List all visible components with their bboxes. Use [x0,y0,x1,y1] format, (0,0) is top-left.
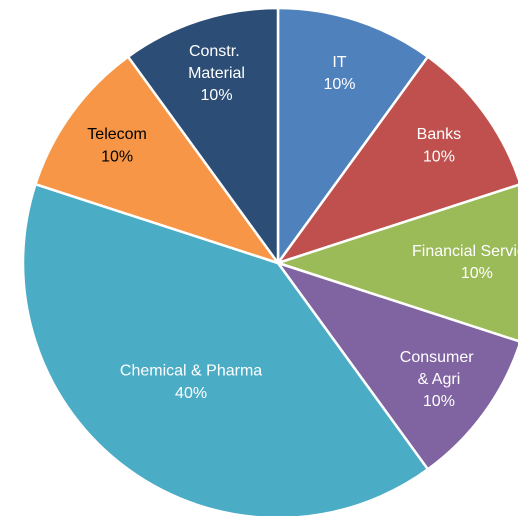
slice-label: Telecom [87,126,147,143]
pie-slice [274,54,518,266]
pie-slice [21,182,430,516]
slice-value-label: 10% [323,76,355,93]
slice-value-label: 10% [101,148,133,165]
pie-slice [126,6,280,267]
slice-label: Banks [417,126,461,143]
pie-slice [276,6,430,267]
slice-label: Chemical & Pharma [120,363,262,380]
slice-value-label: 10% [423,148,455,165]
slice-label: Constr. Material [188,43,245,82]
slice-value-label: 10% [423,393,455,410]
slice-value-label: 10% [461,265,493,282]
pie-slice [274,260,518,472]
slice-label: Consumer & Agri [400,349,478,388]
slice-label: Financial Services [412,243,518,260]
slice-label: IT [332,54,346,71]
pie-slice [33,54,282,266]
pie-slice [273,183,518,343]
slice-value-label: 10% [201,87,233,104]
slice-value-label: 40% [175,385,207,402]
